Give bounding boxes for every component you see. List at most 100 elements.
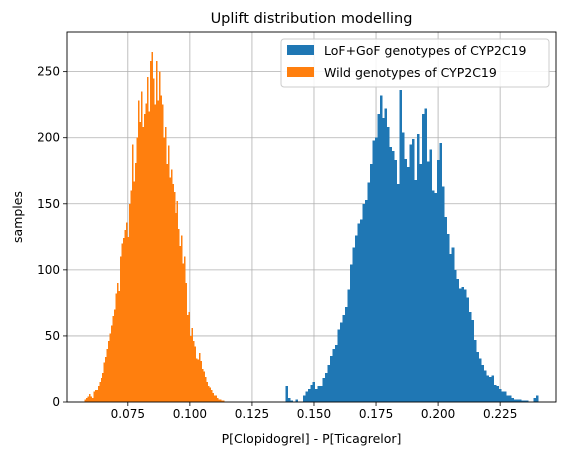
histogram-bar-lof-gof — [305, 391, 308, 402]
x-tick-label: 0.100 — [173, 407, 207, 421]
histogram-bar-lof-gof — [347, 289, 350, 402]
histogram-bars — [84, 51, 539, 403]
histogram-bar-lof-gof — [342, 314, 346, 402]
histogram-bar-wild — [137, 100, 140, 402]
histogram-bar-wild — [161, 104, 164, 402]
histogram-bar-wild — [222, 400, 225, 402]
histogram-bar-lof-gof — [424, 108, 427, 403]
histogram-bar-wild — [209, 387, 211, 402]
histogram-bar-lof-gof — [295, 399, 298, 402]
histogram-bar-wild — [97, 386, 100, 402]
histogram-bar-lof-gof — [498, 388, 502, 402]
histogram-bar-wild — [166, 164, 168, 402]
histogram-bar-wild — [102, 372, 104, 402]
histogram-bar-lof-gof — [484, 370, 487, 402]
histogram-bar-wild — [194, 346, 197, 402]
histogram-bar-lof-gof — [352, 247, 355, 402]
histogram-bar-lof-gof — [436, 160, 440, 402]
histogram-bar-wild — [155, 61, 158, 402]
histogram-bar-lof-gof — [464, 289, 467, 402]
histogram-bar-wild — [130, 190, 133, 402]
histogram-bar-lof-gof — [392, 150, 395, 402]
histogram-bar-lof-gof — [469, 312, 472, 402]
legend-box — [280, 38, 550, 88]
histogram-bar-lof-gof — [389, 146, 393, 402]
histogram-bar-wild — [109, 333, 112, 402]
histogram-bar-wild — [99, 382, 101, 402]
x-tick-label: 0.200 — [421, 407, 455, 421]
series-wild-bars — [84, 51, 225, 403]
histogram-bar-wild — [158, 71, 161, 403]
histogram-bar-lof-gof — [322, 378, 326, 402]
histogram-bar-wild — [100, 378, 103, 402]
legend: LoF+GoF genotypes of CYP2C19 Wild genoty… — [280, 38, 550, 88]
histogram-bar-lof-gof — [409, 144, 413, 403]
x-tick-label: 0.150 — [297, 407, 331, 421]
histogram-bar-wild — [152, 78, 155, 402]
y-tick-label: 200 — [37, 131, 60, 145]
legend-label-wild: Wild genotypes of CYP2C19 — [324, 65, 497, 80]
histogram-bar-wild — [205, 376, 207, 402]
histogram-bar-wild — [191, 328, 194, 402]
histogram-bar-wild — [179, 246, 182, 402]
histogram-bar-wild — [163, 137, 165, 402]
histogram-bar-wild — [123, 238, 125, 402]
histogram-bar-wild — [193, 341, 195, 402]
histogram-bar-wild — [84, 399, 86, 402]
histogram-bar-lof-gof — [486, 375, 490, 402]
histogram-bar-lof-gof — [456, 279, 460, 402]
histogram-bar-lof-gof — [501, 391, 504, 402]
histogram-bar-wild — [111, 325, 113, 402]
histogram-bar-lof-gof — [461, 287, 465, 402]
histogram-bar-lof-gof — [419, 164, 422, 402]
histogram-bar-lof-gof — [325, 372, 328, 402]
histogram-bar-wild — [139, 121, 141, 402]
histogram-bar-wild — [182, 263, 185, 402]
histogram-bar-wild — [115, 293, 118, 402]
histogram-bar-wild — [94, 390, 97, 402]
histogram-bar-wild — [124, 230, 127, 402]
series-lof-gof-bars — [285, 90, 539, 403]
histogram-bar-wild — [118, 291, 121, 402]
histogram-bar-lof-gof — [454, 269, 457, 402]
histogram-bar-wild — [185, 283, 188, 402]
histogram-bar-lof-gof — [337, 329, 341, 402]
histogram-bar-lof-gof — [367, 182, 370, 402]
histogram-bar-lof-gof — [434, 193, 437, 402]
histogram-bar-lof-gof — [449, 254, 452, 402]
histogram-bar-lof-gof — [320, 386, 323, 402]
histogram-bar-wild — [184, 256, 186, 402]
histogram-bar-lof-gof — [394, 160, 398, 402]
histogram-bar-lof-gof — [476, 351, 480, 402]
chart-title: Uplift distribution modelling — [211, 11, 413, 27]
histogram-bar-lof-gof — [414, 180, 418, 402]
histogram-bar-lof-gof — [404, 158, 408, 402]
histogram-bar-wild — [117, 283, 119, 402]
histogram-bar-wild — [126, 222, 128, 402]
y-tick-label: 150 — [37, 197, 60, 211]
histogram-bar-wild — [114, 309, 116, 402]
histogram-bar-wild — [188, 312, 191, 402]
y-tick-label: 250 — [37, 65, 60, 79]
histogram-bar-wild — [127, 236, 130, 402]
histogram-bar-lof-gof — [364, 199, 368, 402]
x-tick-label: 0.175 — [359, 407, 393, 421]
histogram-bar-wild — [145, 103, 147, 402]
histogram-bar-wild — [91, 398, 94, 402]
histogram-bar-lof-gof — [444, 217, 447, 402]
histogram-bar-lof-gof — [285, 386, 288, 402]
histogram-bar-wild — [121, 243, 124, 402]
histogram-bar-lof-gof — [315, 388, 318, 402]
histogram-bar-lof-gof — [536, 395, 539, 402]
histogram-bar-wild — [96, 390, 98, 402]
histogram-bar-wild — [212, 392, 214, 402]
histogram-bar-wild — [133, 181, 136, 402]
histogram-bar-lof-gof — [372, 140, 375, 402]
histogram-bar-wild — [213, 395, 216, 402]
histogram-bar-lof-gof — [441, 186, 445, 402]
histogram-bar-lof-gof — [471, 320, 475, 402]
histogram-bar-wild — [87, 396, 89, 402]
x-tick-label: 0.225 — [483, 407, 517, 421]
histogram-bar-wild — [170, 169, 173, 402]
